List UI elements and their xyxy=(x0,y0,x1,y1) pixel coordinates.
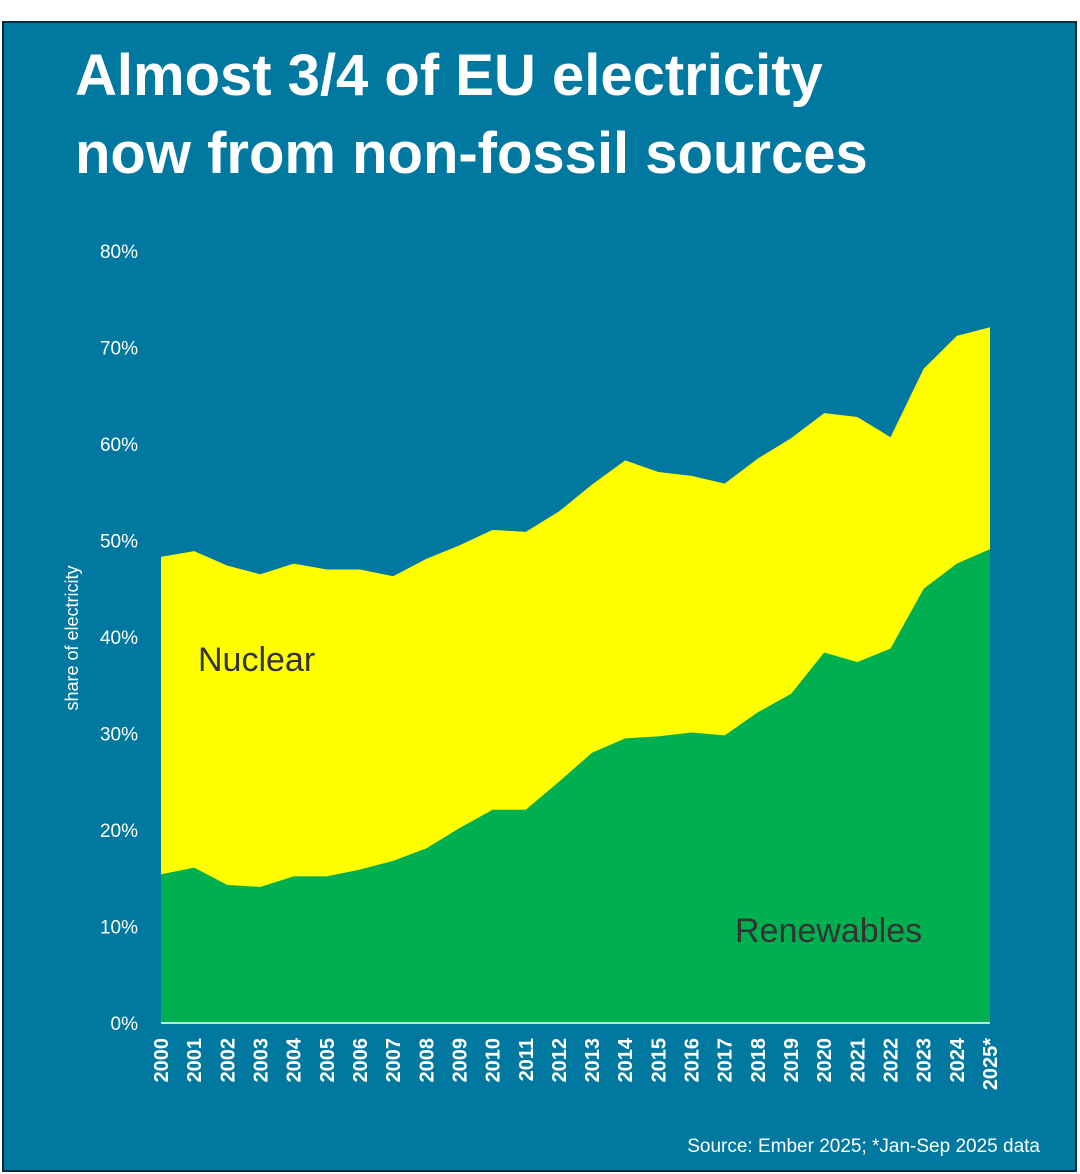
x-tick-label: 2012 xyxy=(549,1038,571,1083)
x-tick-label: 2000 xyxy=(151,1038,173,1083)
x-tick-label: 2023 xyxy=(914,1038,936,1083)
y-tick-label: 10% xyxy=(100,918,138,939)
y-tick-label: 0% xyxy=(111,1014,139,1035)
x-tick-label: 2006 xyxy=(350,1038,372,1083)
x-tick-label: 2025* xyxy=(980,1038,1002,1090)
y-tick-label: 40% xyxy=(100,628,138,649)
series-label: Nuclear xyxy=(198,641,315,679)
y-tick-label: 20% xyxy=(100,821,138,842)
y-tick-label: 80% xyxy=(100,242,138,263)
x-tick-label: 2015 xyxy=(648,1038,670,1083)
source-note: Source: Ember 2025; *Jan-Sep 2025 data xyxy=(687,1136,1040,1157)
x-tick-label: 2008 xyxy=(416,1038,438,1083)
x-tick-label: 2001 xyxy=(184,1038,206,1083)
y-axis-label: share of electricity xyxy=(62,565,82,710)
x-tick-label: 2018 xyxy=(748,1038,770,1083)
x-tick-label: 2017 xyxy=(715,1038,737,1083)
area xyxy=(161,549,990,1023)
x-tick-label: 2019 xyxy=(781,1038,803,1083)
x-tick-label: 2016 xyxy=(682,1038,704,1083)
y-tick-label: 50% xyxy=(100,532,138,553)
x-tick-label: 2020 xyxy=(814,1038,836,1083)
area xyxy=(161,327,990,887)
x-tick-label: 2007 xyxy=(383,1038,405,1083)
x-tick-label: 2009 xyxy=(449,1038,471,1083)
x-tick-label: 2021 xyxy=(847,1038,869,1083)
x-tick-label: 2011 xyxy=(516,1038,538,1081)
series-label: Renewables xyxy=(735,912,922,950)
x-tick-label: 2004 xyxy=(284,1037,306,1082)
chart-title: Almost 3/4 of EU electricity xyxy=(75,43,823,108)
y-tick-label: 30% xyxy=(100,725,138,746)
y-tick-label: 60% xyxy=(100,435,138,456)
x-tick-label: 2024 xyxy=(947,1037,969,1082)
x-tick-label: 2002 xyxy=(217,1038,239,1083)
chart-title: now from non-fossil sources xyxy=(75,121,868,186)
x-tick-label: 2003 xyxy=(250,1038,272,1083)
y-tick-label: 70% xyxy=(100,339,138,360)
x-tick-label: 2013 xyxy=(582,1038,604,1083)
x-tick-label: 2010 xyxy=(483,1038,505,1083)
x-tick-label: 2014 xyxy=(615,1037,637,1082)
x-tick-label: 2005 xyxy=(317,1038,339,1083)
x-tick-label: 2022 xyxy=(881,1038,903,1083)
